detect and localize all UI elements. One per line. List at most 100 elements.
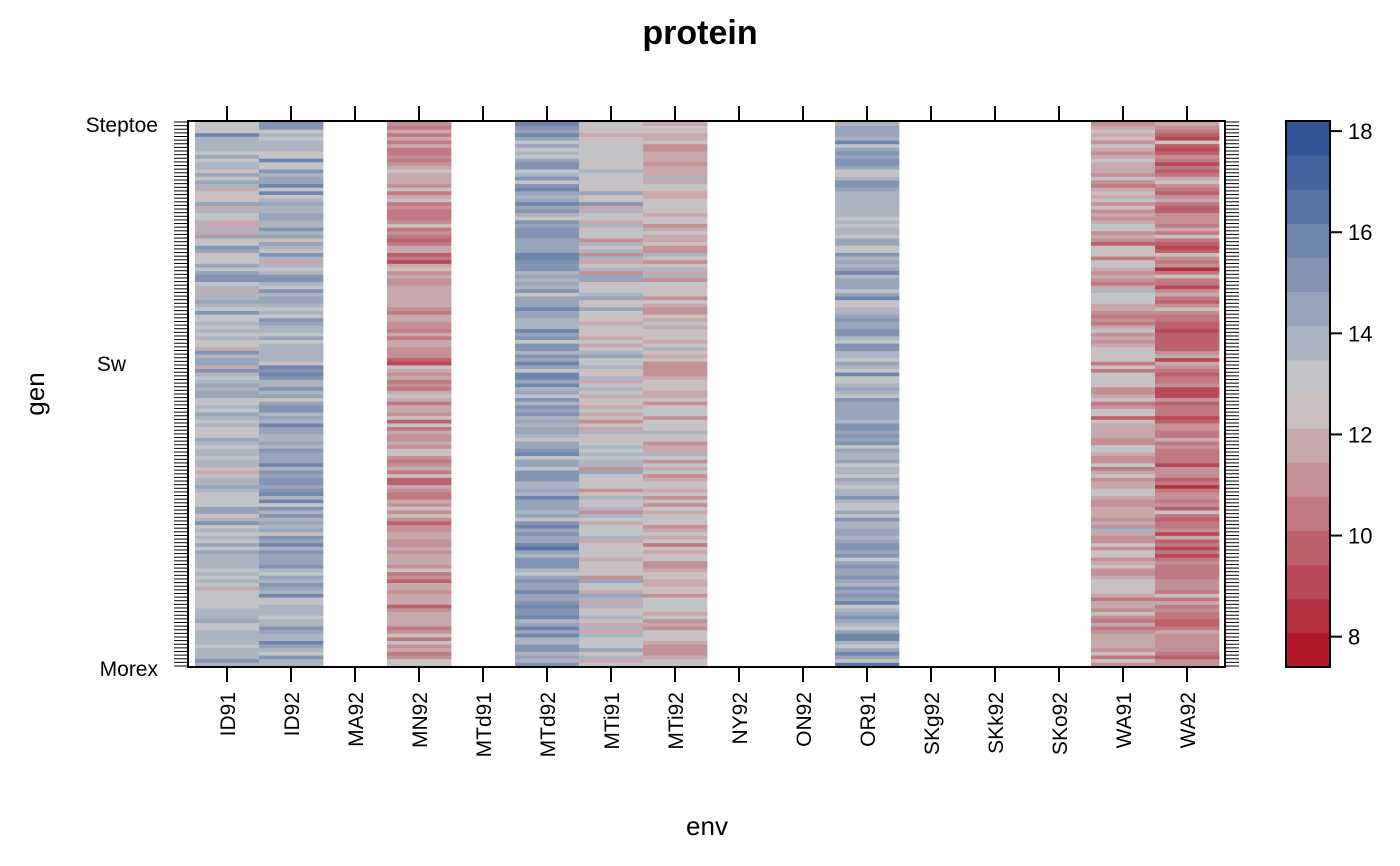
heatmap-cell bbox=[195, 658, 260, 663]
heatmap-cell bbox=[579, 368, 644, 373]
heatmap-cell bbox=[195, 310, 260, 315]
x-tick-label: NY92 bbox=[729, 692, 752, 745]
heatmap-cell bbox=[835, 520, 900, 525]
heatmap-cell bbox=[835, 346, 900, 351]
heatmap-cell bbox=[259, 546, 324, 551]
heatmap-cell bbox=[515, 332, 580, 337]
heatmap-cell bbox=[387, 375, 452, 380]
heatmap-cell bbox=[515, 245, 580, 250]
heatmap-cell bbox=[259, 306, 324, 311]
heatmap-cell bbox=[515, 201, 580, 206]
heatmap-cell bbox=[195, 629, 260, 634]
heatmap-cell bbox=[195, 397, 260, 402]
heatmap-cell bbox=[579, 444, 644, 449]
heatmap-cell bbox=[643, 227, 708, 232]
heatmap-cell bbox=[579, 169, 644, 174]
heatmap-cell bbox=[643, 386, 708, 391]
heatmap-cell bbox=[195, 419, 260, 424]
heatmap-cell bbox=[1091, 361, 1156, 366]
heatmap-cell bbox=[195, 604, 260, 609]
heatmap-cell bbox=[1091, 325, 1156, 330]
heatmap-cell bbox=[1091, 122, 1156, 127]
heatmap-cell bbox=[195, 383, 260, 388]
heatmap-cell bbox=[195, 190, 260, 195]
heatmap-cell bbox=[1091, 219, 1156, 224]
heatmap-cell bbox=[1091, 176, 1156, 181]
heatmap-cell bbox=[195, 332, 260, 337]
heatmap-cell bbox=[1155, 288, 1220, 293]
heatmap-cell bbox=[515, 531, 580, 536]
heatmap-cell bbox=[259, 499, 324, 504]
heatmap-cell bbox=[579, 499, 644, 504]
heatmap-cell bbox=[195, 557, 260, 562]
heatmap-cell bbox=[387, 332, 452, 337]
heatmap-cell bbox=[579, 513, 644, 518]
heatmap-cell bbox=[1155, 147, 1220, 152]
heatmap-cell bbox=[195, 408, 260, 413]
heatmap-cell bbox=[387, 633, 452, 638]
heatmap-cell bbox=[1091, 626, 1156, 631]
heatmap-cell bbox=[1091, 328, 1156, 333]
heatmap-cell bbox=[643, 354, 708, 359]
heatmap-cell bbox=[835, 459, 900, 464]
heatmap-cell bbox=[643, 122, 708, 127]
heatmap-cell bbox=[1155, 437, 1220, 442]
heatmap-cell bbox=[259, 531, 324, 536]
colorbar-tick-label: 12 bbox=[1348, 422, 1372, 447]
heatmap-cell bbox=[259, 615, 324, 620]
heatmap-cell bbox=[259, 397, 324, 402]
heatmap-cell bbox=[1091, 506, 1156, 511]
heatmap-cell bbox=[1091, 655, 1156, 660]
heatmap-cell bbox=[579, 404, 644, 409]
heatmap-cell bbox=[195, 321, 260, 326]
heatmap-cell bbox=[387, 470, 452, 475]
heatmap-cell bbox=[387, 198, 452, 203]
heatmap-cell bbox=[579, 350, 644, 355]
heatmap-cell bbox=[515, 423, 580, 428]
heatmap-cell bbox=[1091, 528, 1156, 533]
heatmap-cell bbox=[579, 335, 644, 340]
heatmap-cell bbox=[579, 626, 644, 631]
heatmap-cell bbox=[579, 147, 644, 152]
heatmap-cell bbox=[387, 433, 452, 438]
heatmap-cell bbox=[1091, 495, 1156, 500]
heatmap-cell bbox=[259, 528, 324, 533]
heatmap-cell bbox=[835, 415, 900, 420]
heatmap-cell bbox=[835, 277, 900, 282]
heatmap-cell bbox=[259, 452, 324, 457]
heatmap-cell bbox=[1155, 611, 1220, 616]
heatmap-cell bbox=[195, 513, 260, 518]
heatmap-cell bbox=[643, 415, 708, 420]
heatmap-cell bbox=[579, 491, 644, 496]
heatmap-cell bbox=[835, 651, 900, 656]
heatmap-cell bbox=[195, 325, 260, 330]
heatmap-cell bbox=[579, 198, 644, 203]
heatmap-cell bbox=[643, 426, 708, 431]
heatmap-cell bbox=[259, 205, 324, 210]
heatmap-cell bbox=[579, 622, 644, 627]
heatmap-cell bbox=[515, 473, 580, 478]
heatmap-cell bbox=[579, 230, 644, 235]
heatmap-cell bbox=[1155, 419, 1220, 424]
heatmap-cell bbox=[515, 187, 580, 192]
heatmap-cell bbox=[1091, 568, 1156, 573]
heatmap-cell bbox=[835, 238, 900, 243]
heatmap-cell bbox=[1155, 277, 1220, 282]
heatmap-cell bbox=[195, 281, 260, 286]
heatmap-cell bbox=[579, 401, 644, 406]
heatmap-cell bbox=[1091, 564, 1156, 569]
heatmap-cell bbox=[835, 169, 900, 174]
heatmap-cell bbox=[515, 618, 580, 623]
heatmap-cell bbox=[1155, 488, 1220, 493]
heatmap-cell bbox=[195, 151, 260, 156]
heatmap-cell bbox=[259, 524, 324, 529]
heatmap-cell bbox=[1091, 390, 1156, 395]
heatmap-cell bbox=[259, 209, 324, 214]
heatmap-cell bbox=[1091, 582, 1156, 587]
heatmap-cell bbox=[515, 252, 580, 257]
heatmap-cell bbox=[1155, 248, 1220, 253]
heatmap-cell bbox=[515, 491, 580, 496]
heatmap-cell bbox=[259, 194, 324, 199]
heatmap-cell bbox=[1091, 263, 1156, 268]
heatmap-cell bbox=[1091, 397, 1156, 402]
